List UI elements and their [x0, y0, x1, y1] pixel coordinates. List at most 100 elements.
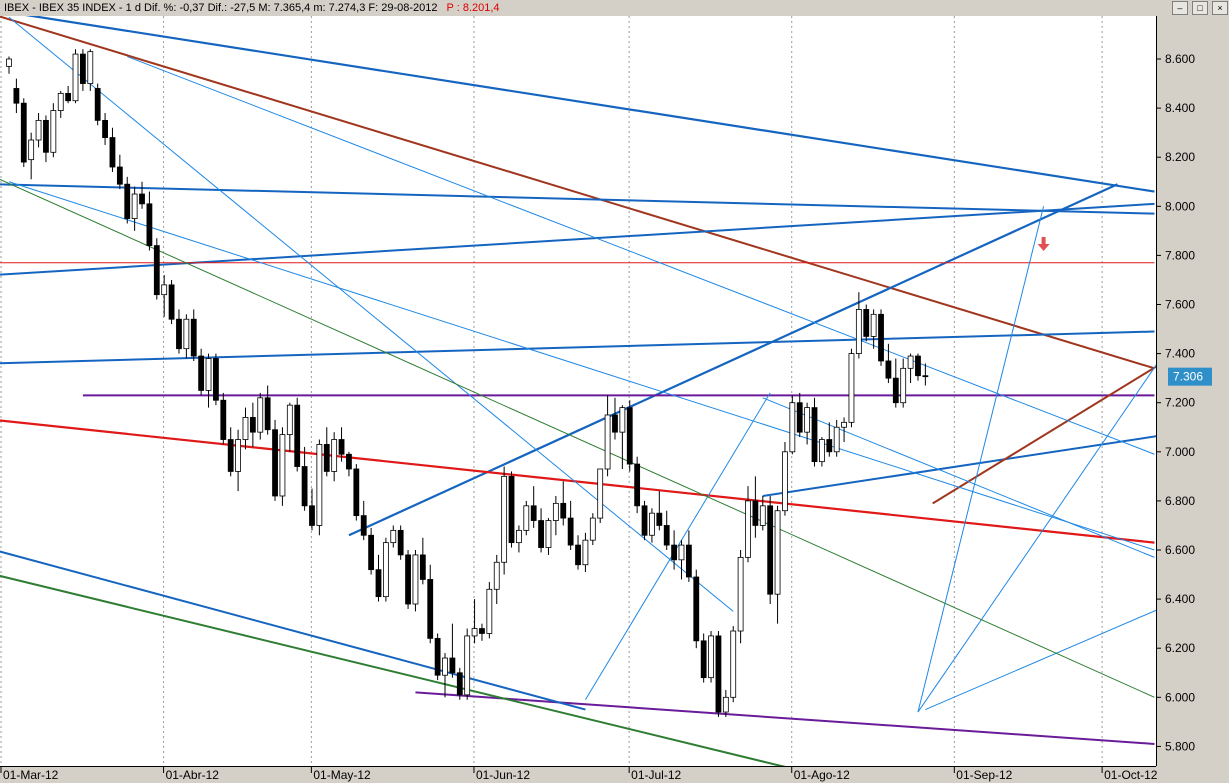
candle[interactable]	[242, 407, 249, 450]
candle[interactable]	[641, 500, 648, 541]
candle[interactable]	[715, 631, 722, 717]
trendline[interactable]	[925, 570, 1229, 711]
trendline[interactable]	[917, 206, 1045, 713]
candle[interactable]	[589, 513, 596, 546]
candle[interactable]	[767, 495, 774, 605]
candle[interactable]	[663, 510, 670, 550]
trendline[interactable]	[0, 330, 1155, 365]
candle[interactable]	[87, 49, 94, 91]
candle[interactable]	[227, 427, 234, 477]
candle[interactable]	[626, 400, 633, 472]
candle[interactable]	[456, 667, 463, 700]
candle[interactable]	[885, 343, 892, 384]
candle[interactable]	[508, 471, 515, 548]
candle[interactable]	[397, 525, 404, 560]
candle[interactable]	[286, 402, 293, 452]
trendline[interactable]	[584, 392, 771, 701]
candle[interactable]	[819, 437, 825, 467]
candle[interactable]	[826, 422, 833, 457]
trendline[interactable]	[9, 16, 1155, 193]
candle[interactable]	[323, 427, 330, 477]
candle[interactable]	[649, 508, 655, 543]
candle[interactable]	[693, 569, 700, 649]
candle[interactable]	[272, 419, 278, 501]
candle[interactable]	[671, 530, 677, 570]
trendline[interactable]	[0, 550, 586, 711]
restore-button[interactable]: □	[1191, 1, 1208, 15]
candle[interactable]	[279, 427, 286, 506]
candle[interactable]	[730, 626, 737, 703]
candle[interactable]	[722, 689, 729, 717]
candle[interactable]	[782, 441, 788, 516]
candle[interactable]	[220, 392, 227, 445]
candle[interactable]	[57, 90, 64, 118]
candle[interactable]	[360, 500, 367, 541]
trendline[interactable]	[762, 417, 1229, 497]
candle[interactable]	[796, 392, 803, 438]
candle[interactable]	[582, 532, 589, 573]
candle[interactable]	[449, 623, 456, 678]
candle[interactable]	[545, 518, 552, 555]
candle[interactable]	[72, 49, 79, 104]
candle[interactable]	[153, 238, 160, 300]
candle[interactable]	[50, 103, 57, 158]
candle[interactable]	[737, 550, 744, 644]
candle[interactable]	[486, 581, 493, 639]
candle[interactable]	[176, 309, 182, 354]
candle[interactable]	[353, 464, 360, 521]
candle[interactable]	[538, 508, 544, 553]
candle[interactable]	[419, 537, 426, 585]
candle[interactable]	[892, 358, 899, 408]
close-button[interactable]: ×	[1212, 1, 1228, 15]
candle[interactable]	[6, 56, 12, 74]
candle[interactable]	[878, 309, 884, 366]
candle[interactable]	[124, 176, 131, 224]
candle[interactable]	[745, 486, 751, 563]
candle[interactable]	[811, 397, 818, 467]
candle[interactable]	[530, 486, 537, 528]
trendline[interactable]	[0, 177, 1155, 698]
candle[interactable]	[368, 527, 375, 575]
candle[interactable]	[922, 363, 929, 386]
trendline[interactable]	[0, 183, 1155, 215]
candle[interactable]	[131, 186, 138, 231]
candle[interactable]	[28, 132, 35, 180]
candle[interactable]	[331, 432, 338, 482]
candle[interactable]	[294, 397, 301, 472]
candle[interactable]	[685, 530, 692, 582]
candle[interactable]	[183, 314, 190, 359]
candle[interactable]	[471, 599, 478, 644]
candle[interactable]	[656, 491, 663, 531]
candle[interactable]	[205, 353, 212, 408]
candle[interactable]	[501, 466, 508, 575]
candle[interactable]	[493, 554, 500, 605]
candle[interactable]	[146, 191, 153, 251]
candle[interactable]	[116, 154, 123, 190]
candle[interactable]	[13, 78, 20, 114]
candle[interactable]	[375, 554, 382, 602]
candle[interactable]	[80, 49, 86, 91]
candle[interactable]	[915, 353, 921, 381]
candle[interactable]	[907, 353, 914, 384]
candle[interactable]	[434, 633, 441, 681]
candle[interactable]	[427, 564, 434, 644]
candle[interactable]	[516, 525, 522, 553]
candle[interactable]	[700, 633, 707, 683]
candle[interactable]	[479, 623, 485, 641]
candle[interactable]	[552, 495, 559, 536]
candle[interactable]	[833, 419, 840, 457]
candle[interactable]	[612, 397, 618, 440]
trendline[interactable]	[348, 183, 1118, 537]
candle[interactable]	[190, 309, 197, 361]
candle[interactable]	[213, 353, 219, 406]
candle[interactable]	[848, 348, 855, 428]
trendline[interactable]	[0, 16, 1155, 370]
candle[interactable]	[575, 535, 581, 570]
candle[interactable]	[109, 127, 116, 172]
candle[interactable]	[855, 292, 862, 359]
candle[interactable]	[900, 358, 907, 408]
candle[interactable]	[257, 392, 264, 440]
candle[interactable]	[102, 113, 108, 145]
candle[interactable]	[752, 476, 759, 538]
candle[interactable]	[634, 456, 641, 514]
